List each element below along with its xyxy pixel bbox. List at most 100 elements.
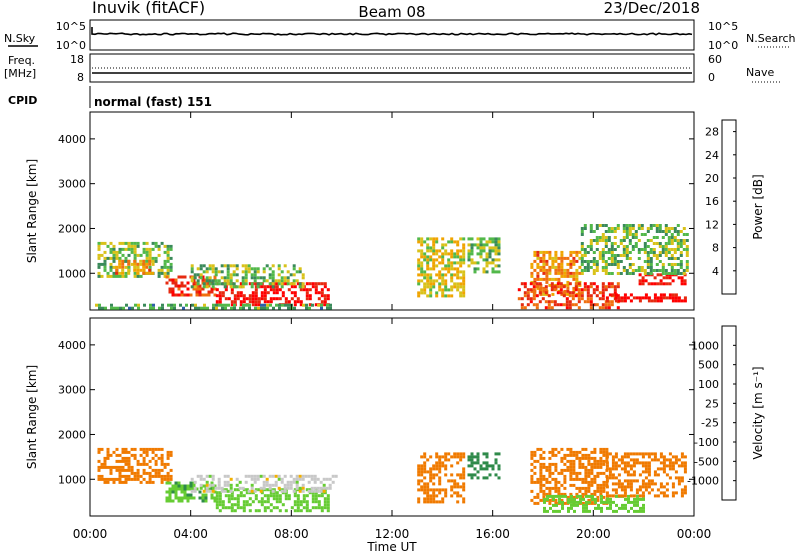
power-cell bbox=[202, 282, 206, 286]
power-cell bbox=[429, 288, 433, 292]
power-cell bbox=[444, 279, 448, 283]
power-cell bbox=[166, 268, 170, 272]
velocity-cell bbox=[218, 497, 222, 501]
velocity-cell bbox=[145, 453, 149, 457]
velocity-cell bbox=[569, 474, 573, 478]
velocity-cell bbox=[542, 456, 546, 460]
velocity-cell bbox=[644, 485, 648, 489]
power-cell bbox=[287, 300, 291, 304]
power-cell bbox=[616, 260, 620, 263]
power-cell bbox=[658, 269, 662, 272]
power-cell bbox=[195, 290, 199, 294]
power-cell bbox=[467, 249, 471, 253]
power-cell bbox=[673, 236, 677, 239]
power-cell bbox=[142, 241, 146, 245]
velocity-cell bbox=[647, 482, 651, 486]
velocity-cell bbox=[584, 492, 588, 496]
velocity-cell bbox=[97, 450, 101, 454]
velocity-cell bbox=[453, 479, 457, 483]
power-cell bbox=[674, 296, 678, 300]
velocity-cell bbox=[423, 488, 427, 492]
velocity-cell bbox=[456, 482, 460, 486]
velocity-cell bbox=[456, 452, 460, 456]
power-cell bbox=[269, 300, 273, 304]
power-cell bbox=[256, 270, 260, 274]
power-cell bbox=[429, 258, 433, 262]
power-cell bbox=[676, 239, 680, 242]
power-cell bbox=[613, 230, 617, 233]
power-cell bbox=[676, 263, 680, 266]
power-cell bbox=[680, 299, 684, 303]
power-cell bbox=[586, 260, 590, 263]
velocity-cell bbox=[536, 501, 540, 505]
velocity-cell bbox=[624, 506, 627, 510]
power-cell bbox=[659, 293, 663, 297]
power-cell bbox=[450, 279, 454, 283]
velocity-cell bbox=[317, 503, 321, 507]
power-cell bbox=[631, 224, 635, 227]
power-cell bbox=[118, 271, 122, 275]
power-cell bbox=[646, 230, 650, 233]
power-cell bbox=[241, 270, 245, 274]
power-cell bbox=[248, 297, 252, 301]
velocity-cell bbox=[183, 490, 187, 494]
velocity-cell bbox=[302, 506, 306, 510]
velocity-cell bbox=[190, 489, 194, 493]
velocity-colorbar-tick-label: 500 bbox=[698, 359, 719, 372]
power-cell bbox=[589, 285, 593, 289]
power-cell bbox=[193, 273, 197, 277]
power-cell bbox=[420, 249, 424, 253]
power-cell bbox=[232, 273, 236, 277]
velocity-cell bbox=[638, 488, 642, 492]
velocity-cell bbox=[462, 488, 466, 492]
power-cell bbox=[183, 293, 187, 297]
power-cell bbox=[100, 253, 104, 257]
power-cell bbox=[592, 272, 596, 275]
power-cell bbox=[646, 239, 650, 242]
power-cell bbox=[151, 247, 155, 251]
power-cell bbox=[575, 271, 579, 275]
velocity-cell bbox=[633, 500, 636, 504]
power-cell bbox=[229, 273, 233, 277]
velocity-cell bbox=[653, 452, 657, 456]
power-cell bbox=[676, 245, 680, 248]
velocity-cell bbox=[555, 503, 558, 507]
power-cell bbox=[329, 303, 332, 307]
power-cell bbox=[476, 252, 480, 256]
velocity-cell bbox=[320, 509, 324, 513]
velocity-cell bbox=[494, 473, 498, 477]
velocity-cell bbox=[560, 468, 564, 472]
power-cell bbox=[488, 261, 492, 265]
power-cell bbox=[256, 267, 260, 271]
power-cell bbox=[242, 297, 246, 301]
power-cell bbox=[662, 282, 666, 286]
velocity-cell bbox=[166, 453, 170, 457]
power-cell bbox=[566, 256, 570, 260]
power-cell bbox=[229, 279, 233, 283]
velocity-cell bbox=[154, 474, 158, 478]
velocity-cell bbox=[262, 486, 266, 490]
velocity-cell bbox=[130, 453, 134, 457]
velocity-cell bbox=[242, 506, 246, 510]
power-cell bbox=[583, 266, 587, 269]
power-cell bbox=[456, 255, 460, 259]
velocity-cell bbox=[154, 459, 158, 463]
power-cell bbox=[562, 291, 566, 295]
velocity-cell bbox=[269, 491, 273, 495]
velocity-cell bbox=[596, 498, 600, 502]
power-cell bbox=[580, 257, 584, 260]
power-cell bbox=[638, 273, 642, 277]
velocity-cell bbox=[127, 459, 131, 463]
power-cell bbox=[589, 230, 593, 233]
power-cell bbox=[580, 269, 584, 272]
velocity-cell bbox=[257, 488, 261, 492]
velocity-cell bbox=[470, 452, 474, 456]
power-cell bbox=[655, 263, 659, 266]
velocity-cell bbox=[656, 473, 660, 477]
velocity-cell bbox=[423, 467, 427, 471]
velocity-cell bbox=[444, 473, 448, 477]
power-cell bbox=[643, 260, 647, 263]
power-cell bbox=[640, 248, 644, 251]
power-cell bbox=[97, 244, 101, 248]
velocity-cell bbox=[299, 500, 303, 504]
